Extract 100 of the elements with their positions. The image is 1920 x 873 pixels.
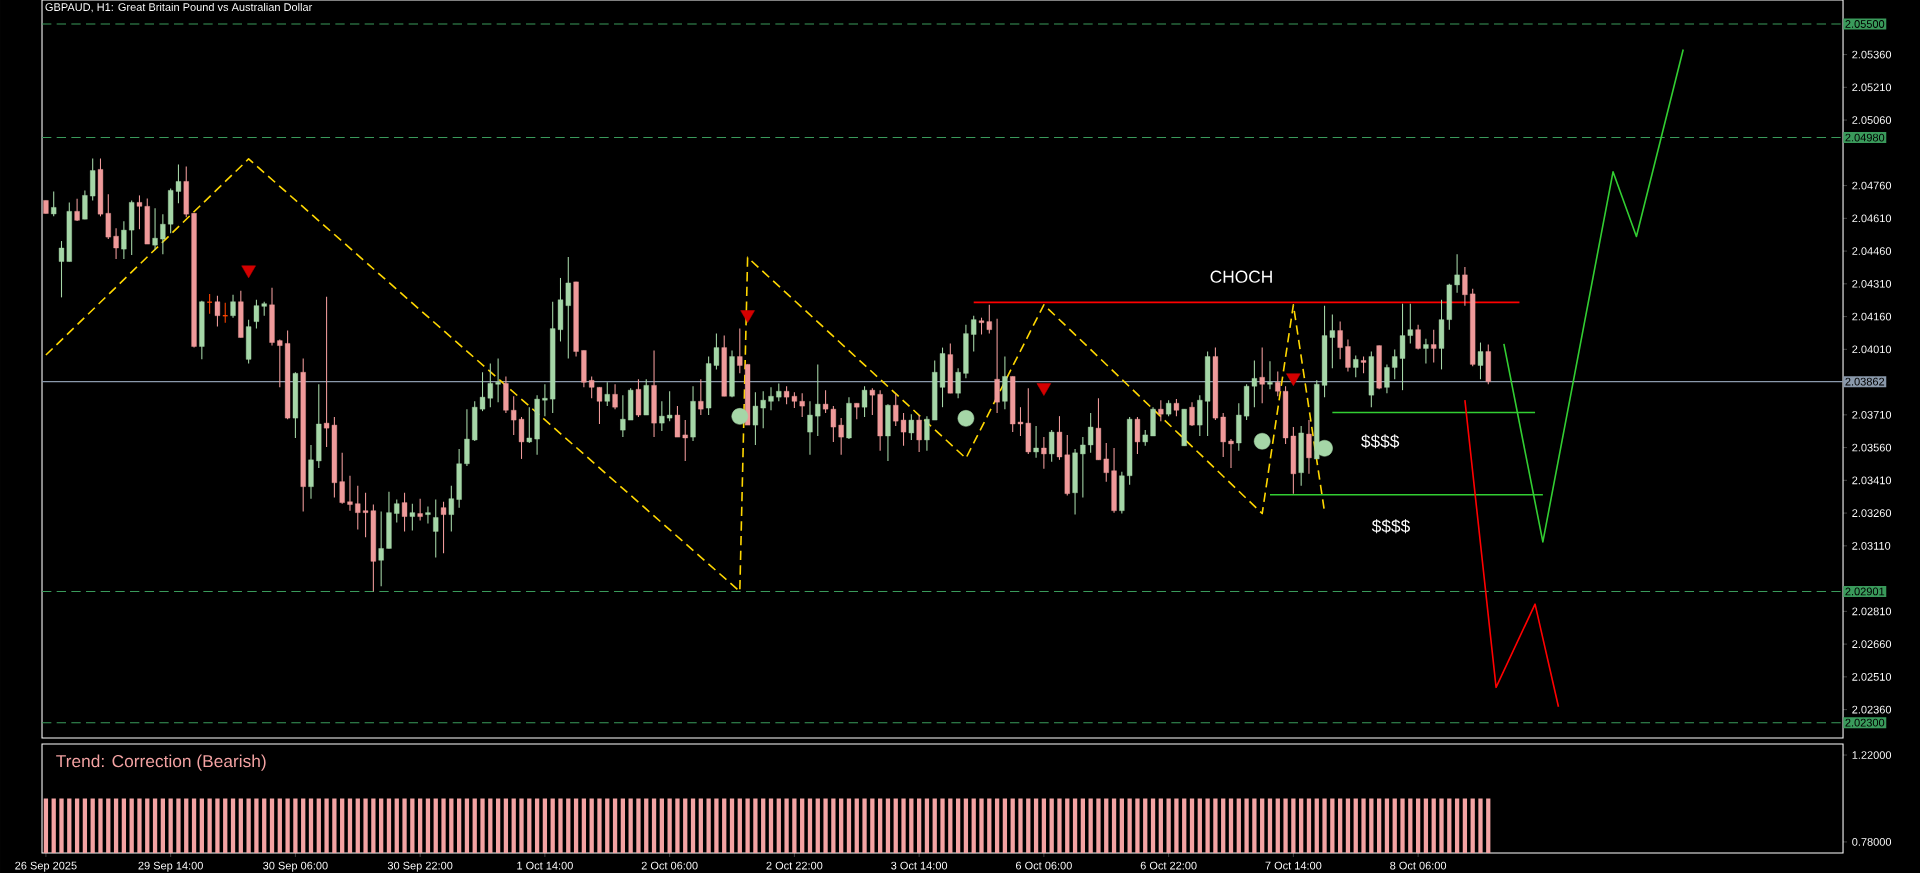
chart-title: GBPAUD, H1: Great Britain Pound vs Australian Dollar bbox=[45, 2, 313, 13]
x-tick-label: 26 Sep 2025 bbox=[15, 861, 77, 872]
candlestick bbox=[1384, 363, 1390, 394]
candlestick bbox=[1033, 425, 1039, 459]
candlestick bbox=[1158, 399, 1164, 422]
candlestick bbox=[799, 392, 805, 418]
candlestick bbox=[838, 417, 844, 456]
y-tick-label: 1.22000 bbox=[1852, 751, 1892, 759]
candlestick bbox=[1353, 354, 1359, 378]
candlestick bbox=[347, 475, 353, 512]
candlestick bbox=[667, 390, 673, 422]
x-tick-label: 1 Oct 14:00 bbox=[517, 861, 573, 870]
candlestick bbox=[1477, 342, 1484, 380]
candlestick bbox=[1088, 412, 1094, 454]
candlestick bbox=[815, 363, 821, 437]
candlestick bbox=[1267, 360, 1273, 390]
x-tick-label: 30 Sep 06:00 bbox=[263, 861, 328, 872]
candlestick bbox=[1041, 436, 1047, 470]
x-tick-label: 2 Oct 22:00 bbox=[766, 861, 823, 870]
candlestick bbox=[160, 213, 166, 255]
y-tick-label: 2.03110 bbox=[1852, 541, 1891, 550]
candlestick bbox=[698, 378, 704, 416]
ref-line-label: 2.03862 bbox=[1845, 377, 1885, 386]
candlestick bbox=[82, 189, 88, 220]
candlestick bbox=[1454, 253, 1460, 294]
candlestick bbox=[448, 485, 454, 532]
ref-line-label: 2.05500 bbox=[1845, 20, 1885, 28]
candlestick bbox=[417, 498, 423, 522]
y-tick-label: 2.04310 bbox=[1852, 279, 1892, 288]
candlestick bbox=[994, 318, 1000, 414]
point bbox=[1253, 432, 1271, 450]
y-tick-label: 2.04610 bbox=[1852, 214, 1892, 223]
y-tick-label: 2.02510 bbox=[1852, 672, 1892, 681]
candlestick bbox=[1259, 347, 1265, 404]
candlestick bbox=[1049, 429, 1055, 463]
candlestick bbox=[1275, 370, 1281, 397]
candlestick bbox=[214, 295, 221, 328]
candlestick bbox=[737, 328, 743, 374]
candlestick bbox=[542, 383, 548, 417]
y-tick-label: 2.05210 bbox=[1852, 83, 1892, 92]
y-tick-label: 2.04460 bbox=[1852, 247, 1892, 255]
candlestick bbox=[121, 220, 127, 260]
y-tick-label: 2.03260 bbox=[1852, 509, 1892, 517]
candlestick bbox=[1345, 338, 1351, 372]
candlestick bbox=[401, 492, 408, 532]
candlestick bbox=[495, 357, 501, 403]
x-tick-label: 6 Oct 06:00 bbox=[1016, 861, 1072, 870]
x-tick-label: 7 Oct 14:00 bbox=[1265, 861, 1322, 870]
x-tick-label: 6 Oct 22:00 bbox=[1140, 861, 1197, 870]
ref-line-label: 2.02901 bbox=[1845, 587, 1885, 596]
candlestick bbox=[230, 294, 236, 319]
candlestick bbox=[277, 338, 283, 388]
annotation: CHOCH bbox=[1210, 270, 1272, 283]
y-tick-label: 2.05360 bbox=[1852, 50, 1892, 59]
candlestick bbox=[394, 499, 400, 524]
annotation: $$$$ bbox=[1361, 434, 1400, 449]
candlestick bbox=[253, 299, 260, 330]
candlestick bbox=[620, 394, 626, 438]
candlestick bbox=[1415, 324, 1421, 351]
y-tick-label: 2.02660 bbox=[1852, 640, 1892, 648]
candlestick bbox=[433, 499, 439, 558]
candlestick bbox=[1423, 338, 1429, 365]
candlestick bbox=[916, 414, 922, 453]
candlestick bbox=[1228, 438, 1234, 469]
annotation: $$$$ bbox=[1371, 519, 1410, 534]
point bbox=[1286, 373, 1301, 386]
y-tick-label: 2.04010 bbox=[1852, 345, 1892, 354]
candlestick bbox=[908, 413, 914, 441]
candlestick bbox=[604, 381, 610, 407]
x-tick-label: 3 Oct 14:00 bbox=[891, 861, 948, 870]
x-tick-label: 29 Sep 14:00 bbox=[138, 861, 203, 872]
point bbox=[1036, 383, 1052, 396]
y-tick-label: 2.02360 bbox=[1852, 705, 1892, 714]
candlestick bbox=[924, 415, 930, 452]
candlestick bbox=[152, 207, 158, 251]
candlestick bbox=[1431, 329, 1437, 363]
point bbox=[957, 410, 975, 427]
annotation: Trend: Correction (Bearish) bbox=[56, 754, 266, 771]
candlestick bbox=[74, 198, 80, 222]
y-tick-label: 2.03410 bbox=[1852, 476, 1892, 485]
x-tick-label: 30 Sep 22:00 bbox=[387, 861, 453, 872]
ref-line-label: 2.04980 bbox=[1845, 133, 1885, 142]
point bbox=[241, 265, 256, 279]
ref-line-label: 2.02300 bbox=[1845, 718, 1885, 727]
y-tick-label: 2.04160 bbox=[1852, 312, 1892, 321]
x-tick-label: 8 Oct 06:00 bbox=[1390, 861, 1447, 870]
candlestick bbox=[1189, 401, 1195, 427]
candlestick bbox=[1080, 436, 1086, 499]
x-tick-label: 2 Oct 06:00 bbox=[641, 861, 698, 870]
candlestick bbox=[807, 400, 813, 456]
candlestick bbox=[378, 511, 384, 587]
candlestick bbox=[612, 383, 618, 410]
candlestick bbox=[51, 190, 57, 217]
candlestick bbox=[659, 400, 665, 432]
line-series bbox=[1464, 399, 1560, 708]
line-series bbox=[45, 158, 1326, 593]
candlestick bbox=[440, 501, 447, 554]
point bbox=[731, 408, 749, 425]
candlestick bbox=[339, 452, 345, 505]
y-tick-label: 2.03560 bbox=[1852, 443, 1892, 452]
